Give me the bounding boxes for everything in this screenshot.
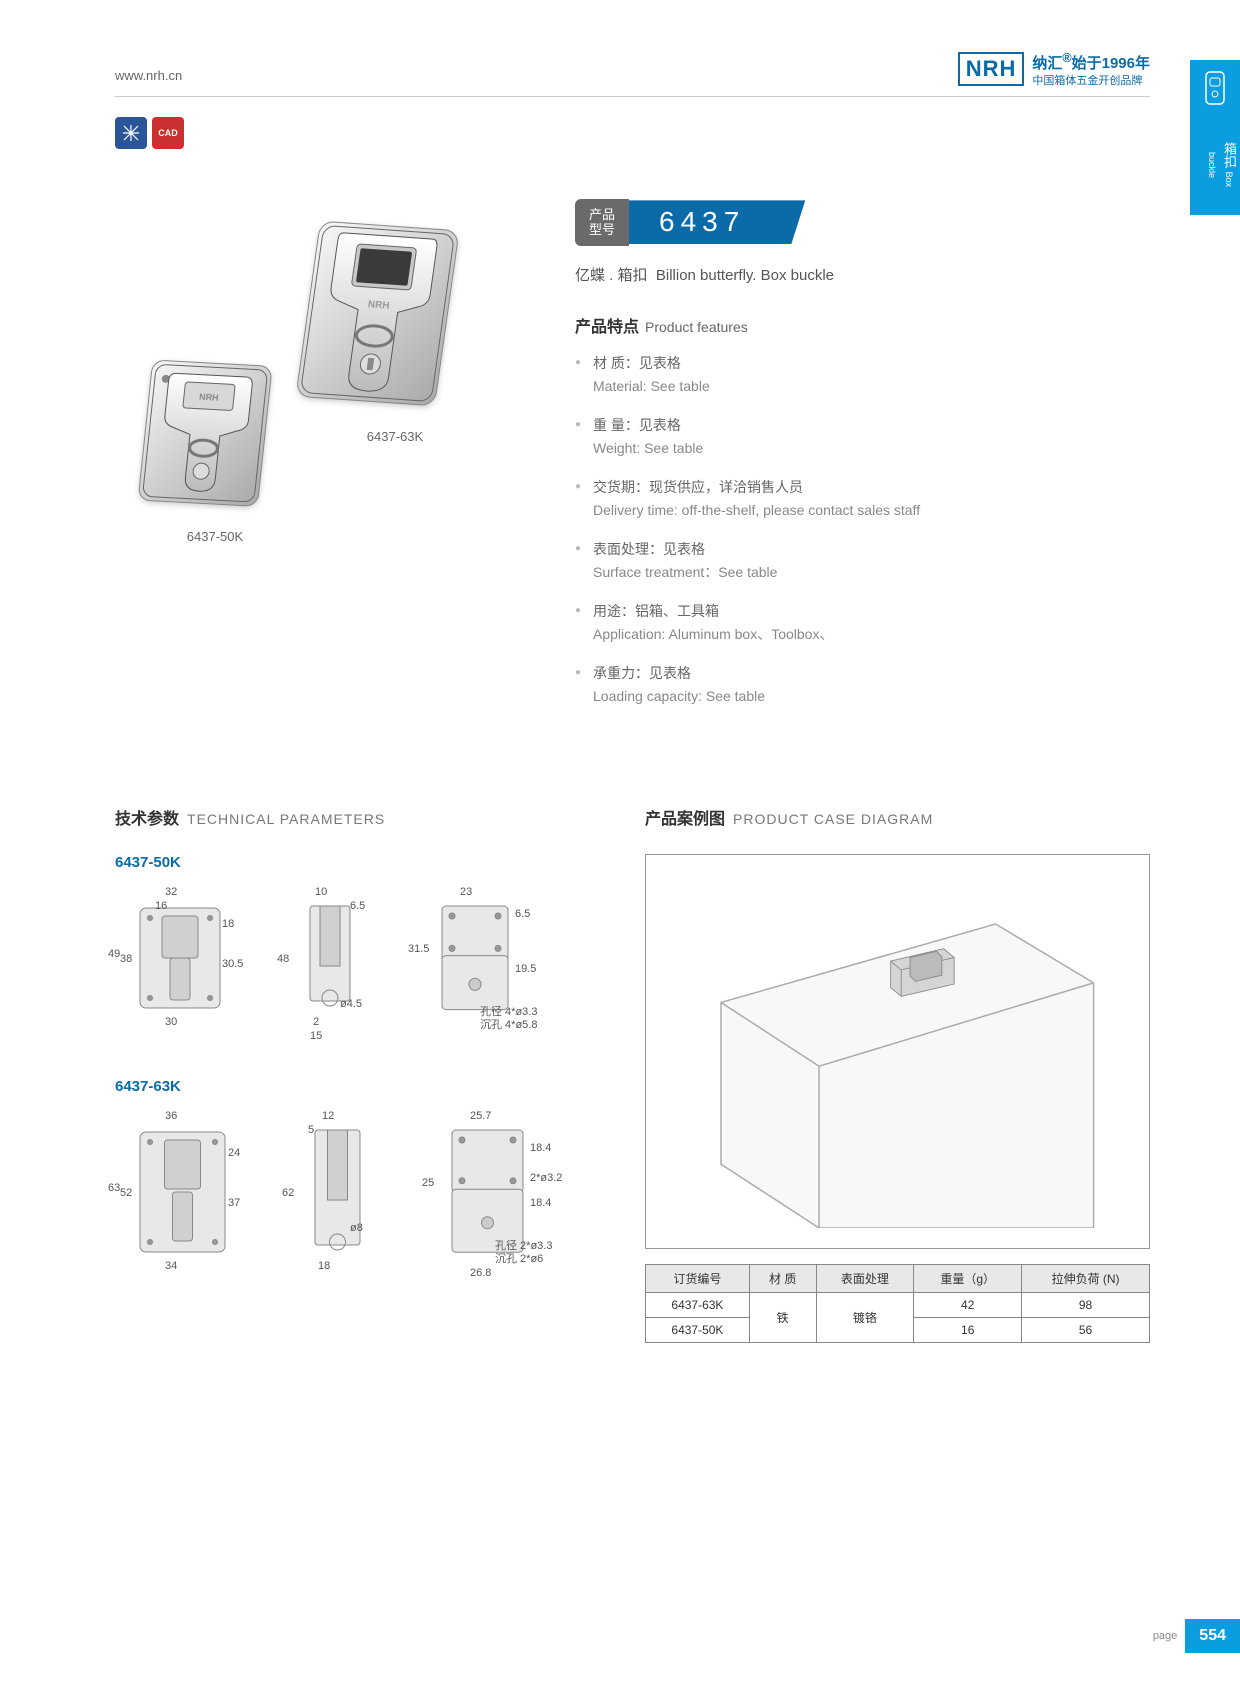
brand-block: NRH 纳汇®始于1996年 中国箱体五金开创品牌 <box>958 50 1150 88</box>
format-icons: CAD <box>115 117 1150 149</box>
features-list: 材 质：见表格Material: See table 重 量：见表格Weight:… <box>575 353 1150 707</box>
page-header: www.nrh.cn NRH 纳汇®始于1996年 中国箱体五金开创品牌 <box>115 50 1150 97</box>
product-photos: NRH 6437-63K NRH <box>115 179 535 599</box>
product-image-50k: NRH <box>135 339 295 519</box>
feature-item: 承重力：见表格Loading capacity: See table <box>575 663 1150 707</box>
dimension-icon <box>115 117 147 149</box>
case-diagram-heading: 产品案例图PRODUCT CASE DIAGRAM <box>645 805 1150 829</box>
website-url: www.nrh.cn <box>115 50 182 83</box>
product-subtitle: 亿蝶 . 箱扣 Billion butterfly. Box buckle <box>575 264 1150 285</box>
feature-item: 交货期：现货供应，详洽销售人员Delivery time: off-the-sh… <box>575 477 1150 521</box>
technical-drawing: 321649381830.530 <box>115 883 255 1043</box>
technical-drawing: 366352243734 <box>115 1107 260 1287</box>
tech-params-heading: 技术参数TECHNICAL PARAMETERS <box>115 805 595 829</box>
variant-label: 6437-50K <box>115 854 595 871</box>
category-label: 箱扣 Box buckle <box>1190 115 1240 215</box>
svg-text:NRH: NRH <box>199 391 219 402</box>
image-label-63k: 6437-63K <box>367 429 423 444</box>
category-icon <box>1190 60 1240 115</box>
logo: NRH <box>958 52 1025 86</box>
spec-table: 订货编号材 质表面处理重量（g）拉伸负荷 (N) 6437-63K铁镀铬4298… <box>645 1264 1150 1343</box>
brand-text: 纳汇®始于1996年 中国箱体五金开创品牌 <box>1032 50 1150 88</box>
image-label-50k: 6437-50K <box>187 529 243 544</box>
features-heading: 产品特点Product features <box>575 313 1150 337</box>
model-badge: 产品 型号 6437 <box>575 199 1150 246</box>
product-info: 产品 型号 6437 亿蝶 . 箱扣 Billion butterfly. Bo… <box>575 179 1150 725</box>
technical-drawing: 12562ø818 <box>285 1107 400 1287</box>
variant-label: 6437-63K <box>115 1078 595 1095</box>
model-number: 6437 <box>629 200 805 244</box>
technical-drawing: 236.531.519.5孔径 4*ø3.3沉孔 4*ø5.8 <box>415 883 545 1043</box>
technical-drawing: 25.718.42*ø3.22518.4孔径 2*ø3.3沉孔 2*ø626.8 <box>425 1107 560 1287</box>
technical-drawing: 106.548ø4.5215 <box>280 883 390 1043</box>
side-category-tab: 箱扣 Box buckle <box>1190 60 1240 215</box>
case-diagram <box>645 854 1150 1249</box>
feature-item: 表面处理：见表格Surface treatment：See table <box>575 539 1150 583</box>
product-image-63k: NRH <box>295 189 495 419</box>
feature-item: 重 量：见表格Weight: See table <box>575 415 1150 459</box>
feature-item: 用途：铝箱、工具箱Application: Aluminum box、Toolb… <box>575 601 1150 645</box>
svg-text:NRH: NRH <box>367 299 390 311</box>
cad-icon: CAD <box>152 117 184 149</box>
model-label: 产品 型号 <box>575 199 629 246</box>
page-number: page 554 <box>1153 1619 1240 1653</box>
feature-item: 材 质：见表格Material: See table <box>575 353 1150 397</box>
